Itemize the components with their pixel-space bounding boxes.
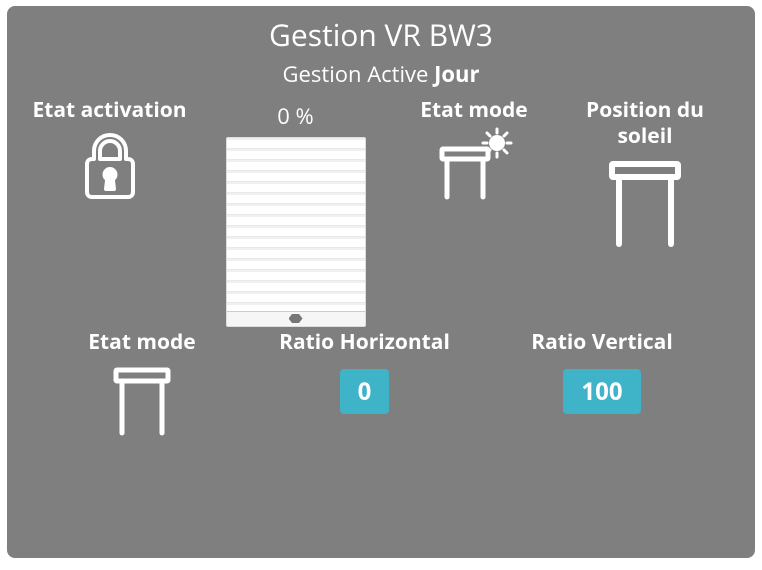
mode-label-bottom: Etat mode [88,329,195,357]
row-bottom: Etat mode Ratio Horizontal 0 Ratio Verti… [7,327,755,439]
subtitle-mode: Jour [434,59,479,89]
panel-subtitle: Gestion Active Jour [7,59,755,89]
col-mode-bottom: Etat mode [47,329,237,439]
col-shutter: 0 % [208,97,383,327]
ratio-h-label: Ratio Horizontal [279,329,450,357]
shutter-widget[interactable] [226,137,366,327]
mode-label-top: Etat mode [420,97,527,125]
col-ratio-horizontal: Ratio Horizontal 0 [237,329,492,439]
shutter-handle-icon [289,314,303,323]
lock-icon [80,133,140,201]
window-small-icon [111,365,173,439]
col-sun-position: Position du soleil [565,97,725,250]
vr-panel: Gestion VR BW3 Gestion Active Jour Etat … [7,6,755,558]
sun-position-label: Position du soleil [565,97,725,150]
col-mode-top: Etat mode [399,97,549,205]
row-top: Etat activation 0 % Etat mode [7,89,755,327]
ratio-h-value: 0 [340,369,390,414]
window-icon [606,158,684,250]
subtitle-prefix: Gestion Active [283,59,435,89]
panel-title: Gestion VR BW3 [7,14,755,55]
ratio-v-value: 100 [563,369,640,414]
activation-label: Etat activation [32,97,186,125]
col-ratio-vertical: Ratio Vertical 100 [492,329,712,439]
shutter-percent: 0 % [277,101,313,131]
col-activation: Etat activation [27,97,192,201]
window-sun-icon [434,127,514,205]
ratio-v-label: Ratio Vertical [531,329,673,357]
